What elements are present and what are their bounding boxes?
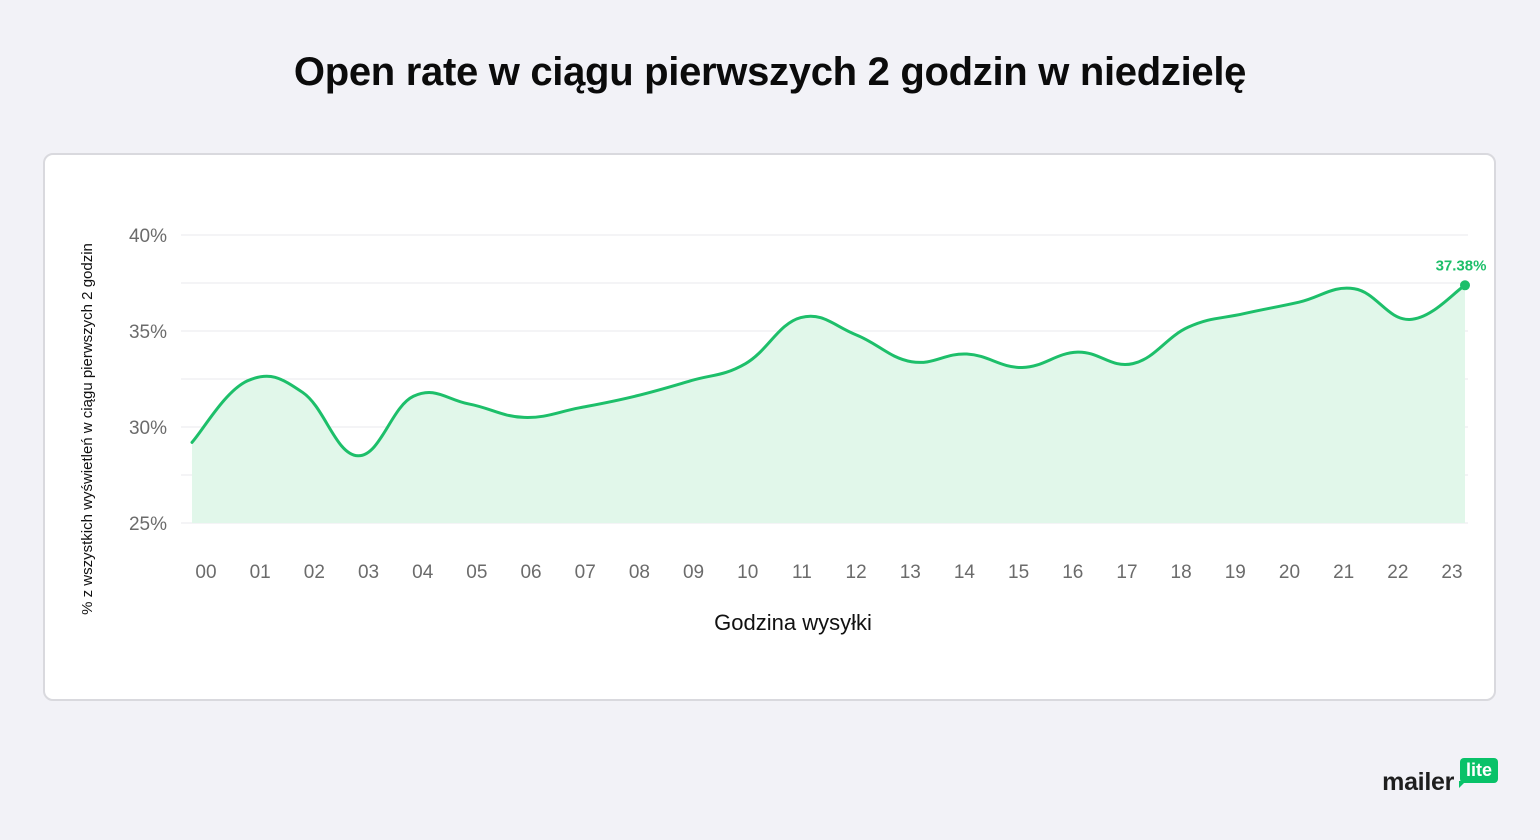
x-tick-label: 05 [466, 562, 487, 583]
mailerlite-logo: mailer lite [1358, 758, 1498, 798]
annotation-point [1460, 280, 1470, 291]
x-tick-label: 14 [954, 562, 976, 583]
x-tick-label: 20 [1279, 562, 1300, 583]
x-tick-label: 00 [195, 562, 216, 583]
x-tick-label: 18 [1171, 562, 1192, 583]
x-axis-title: Godzina wysyłki [714, 610, 872, 635]
x-tick-label: 15 [1008, 562, 1029, 583]
x-tick-label: 07 [575, 562, 596, 583]
x-tick-label: 19 [1225, 562, 1246, 583]
x-tick-label: 02 [304, 562, 325, 583]
series-line [190, 283, 1467, 458]
x-tick-label: 21 [1333, 562, 1354, 583]
area-layer [192, 285, 1465, 523]
annotation-label: 37.38% [1436, 257, 1487, 274]
line-layer [190, 283, 1467, 458]
y-tick-label: 25% [129, 514, 167, 535]
logo-badge: lite [1459, 758, 1498, 783]
annotation-layer: 37.38% [1436, 257, 1487, 291]
logo-wordmark: mailer [1382, 768, 1454, 796]
x-tick-label: 04 [412, 562, 434, 583]
x-tick-label: 10 [737, 562, 758, 583]
page-title: Open rate w ciągu pierwszych 2 godzin w … [293, 50, 1247, 94]
x-tick-label: 11 [792, 562, 812, 583]
x-tick-label: 16 [1062, 562, 1083, 583]
x-tick-label: 13 [900, 562, 921, 583]
x-tick-label: 17 [1116, 562, 1137, 583]
x-tick-label: 08 [629, 562, 650, 583]
x-tick-label: 09 [683, 562, 704, 583]
x-tick-label: 23 [1441, 562, 1462, 583]
x-tick-label: 03 [358, 562, 379, 583]
series-area [192, 285, 1465, 523]
x-tick-label: 22 [1387, 562, 1408, 583]
x-tick-labels: 00 01 02 03 04 05 06 07 08 09 10 11 12 13 14 15 16 17 18 19… [195, 562, 1462, 583]
x-tick-label: 01 [250, 562, 271, 583]
logo-badge-tail [1459, 781, 1466, 788]
x-tick-label: 12 [846, 562, 867, 583]
y-axis-title: % z wszystkich wyświetleń w ciągu pierws… [79, 243, 96, 615]
chart-card: 25% 30% 35% 40% 00 01 02 03 04 05 06 07 08 09 10 11 12 1… [43, 153, 1496, 701]
y-tick-label: 40% [129, 226, 167, 247]
line-area-chart: 25% 30% 35% 40% 00 01 02 03 04 05 06 07 08 09 10 11 12 1… [79, 226, 1487, 635]
y-tick-label: 30% [129, 418, 167, 439]
x-tick-label: 06 [520, 562, 541, 583]
y-tick-labels: 25% 30% 35% 40% [129, 226, 167, 535]
y-tick-label: 35% [129, 322, 167, 343]
